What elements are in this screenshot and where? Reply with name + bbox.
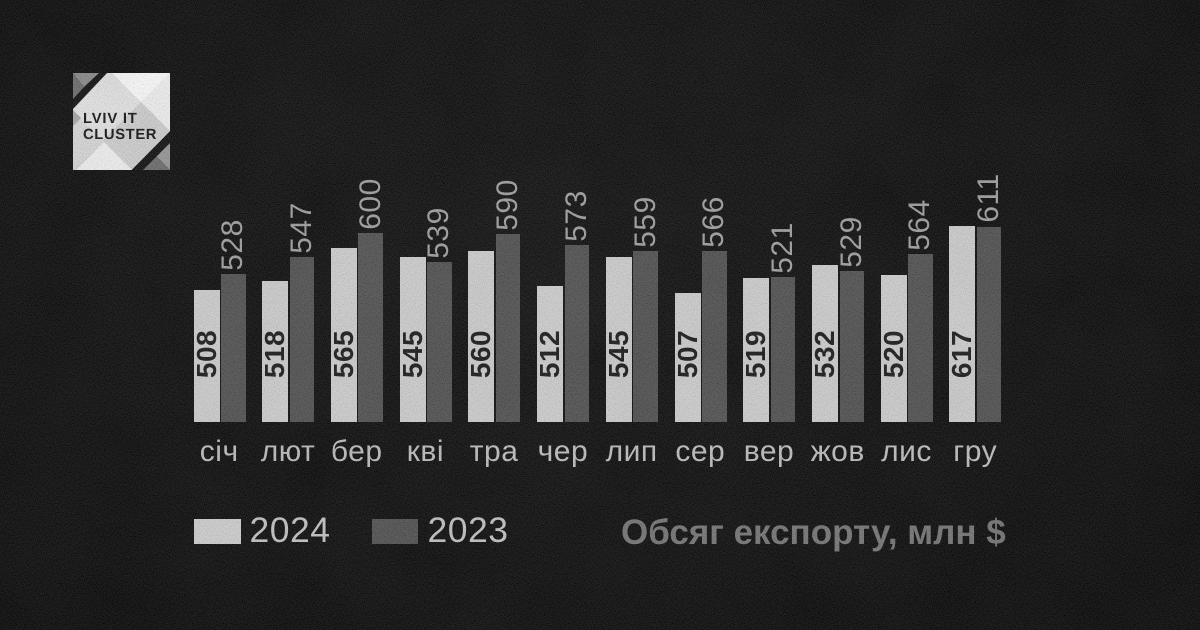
- svg-text:LVIV IT: LVIV IT: [83, 111, 138, 127]
- svg-text:CLUSTER: CLUSTER: [83, 127, 157, 143]
